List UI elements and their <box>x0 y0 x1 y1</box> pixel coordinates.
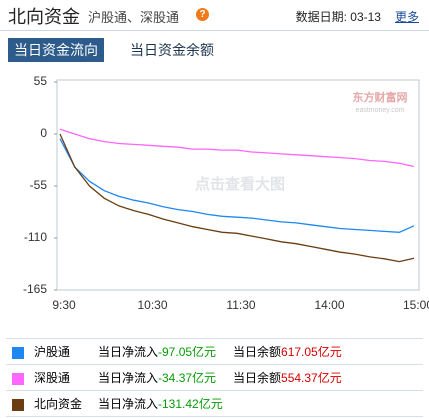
legend-cell: 当日余额554.37亿元 <box>233 364 423 391</box>
y-tick-label: -55 <box>30 178 48 192</box>
legend-swatch <box>12 372 24 385</box>
help-icon[interactable]: ? <box>196 8 209 21</box>
inflow-value: -131.42亿元 <box>158 397 223 411</box>
legend-cell: 当日净流入-97.05亿元 <box>98 338 233 365</box>
balance-value: 617.05亿元 <box>281 345 342 359</box>
x-tick-label: 14:00 <box>314 298 344 312</box>
legend-name: 深股通 <box>34 371 71 385</box>
x-tick-label: 10:30 <box>137 298 167 312</box>
inflow-label: 当日净流入 <box>98 397 159 411</box>
y-tick-label: -110 <box>24 230 47 244</box>
x-tick-label: 11:30 <box>226 298 255 312</box>
inflow-label: 当日净流入 <box>98 371 159 385</box>
inflow-value: -34.37亿元 <box>158 371 217 385</box>
watermark-site: eastmoney.com <box>356 107 405 114</box>
legend-name: 沪股通 <box>34 345 71 359</box>
legend-cell: 深股通 <box>6 364 98 391</box>
x-tick-label: 9:30 <box>52 298 76 312</box>
balance-label: 当日余额 <box>233 371 282 385</box>
legend-row: 深股通 当日净流入-34.37亿元 当日余额554.37亿元 <box>6 364 423 391</box>
header: 北向资金 沪股通、深股通 ? 数据日期: 03-13 更多 <box>0 0 429 31</box>
x-tick-label: 15:00 <box>403 298 429 312</box>
watermark-brand: 东方财富网 <box>353 90 408 104</box>
chart[interactable]: 东方财富网 eastmoney.com 点击查看大图 55 0 -55 -110 -16… <box>0 0 429 330</box>
legend-cell: 沪股通 <box>6 338 98 365</box>
balance-label: 当日余额 <box>233 345 282 359</box>
more-link[interactable]: 更多 <box>394 10 419 24</box>
y-tick-label: 55 <box>34 74 48 88</box>
y-tick-label: -165 <box>23 282 47 296</box>
inflow-label: 当日净流入 <box>98 345 159 359</box>
legend-name: 北向资金 <box>34 397 83 411</box>
series-line <box>59 133 415 263</box>
y-tick-label: 0 <box>40 126 47 140</box>
title: 北向资金 <box>8 7 80 27</box>
legend-cell: 当日净流入-34.37亿元 <box>98 364 233 391</box>
watermark-hint: 点击查看大图 <box>195 175 285 193</box>
legend-cell <box>233 390 423 417</box>
legend-swatch <box>12 398 24 411</box>
legend-swatch <box>12 346 24 359</box>
subtitle: 沪股通、深股通 <box>88 10 180 25</box>
legend-cell: 当日净流入-131.42亿元 <box>98 390 233 417</box>
plot-frame <box>56 79 420 291</box>
series-line <box>59 128 415 168</box>
inflow-value: -97.05亿元 <box>158 345 217 359</box>
tab[interactable]: 当日资金流向 <box>8 38 104 62</box>
legend-cell: 当日余额617.05亿元 <box>233 338 423 365</box>
legend-row: 北向资金 当日净流入-131.42亿元 <box>6 390 423 417</box>
date: 数据日期: 03-13 <box>295 10 381 24</box>
legend-cell: 北向资金 <box>6 390 98 417</box>
legend-table: 沪股通 当日净流入-97.05亿元 当日余额617.05亿元 深股通 当日净流入-34.… <box>6 338 423 417</box>
tab[interactable]: 当日资金余额 <box>130 42 214 58</box>
series-line <box>59 138 415 233</box>
balance-value: 554.37亿元 <box>281 371 342 385</box>
legend-row: 沪股通 当日净流入-97.05亿元 当日余额617.05亿元 <box>6 338 423 365</box>
